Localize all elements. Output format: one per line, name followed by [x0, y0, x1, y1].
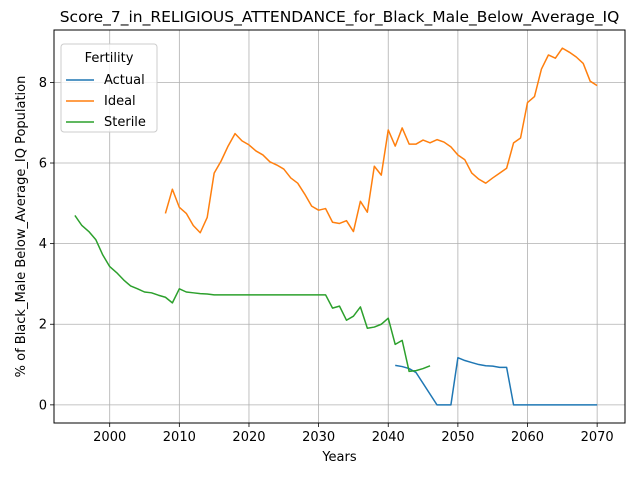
series-lines — [74, 47, 598, 406]
series-line-actual — [395, 356, 598, 406]
legend-label-ideal: Ideal — [104, 94, 136, 109]
legend-title: Fertility — [85, 51, 134, 66]
legend-label-sterile: Sterile — [104, 115, 146, 130]
y-tick-label: 8 — [39, 76, 47, 91]
y-tick-label: 6 — [39, 157, 47, 172]
plot-frame — [53, 29, 626, 424]
legend-label-actual: Actual — [104, 73, 145, 88]
x-tick-label: 2030 — [302, 430, 335, 445]
y-axis-label: % of Black_Male Below_Average_IQ Populat… — [14, 76, 29, 378]
axis-ticks: 2000 2010 2020 2030 2040 2050 2060 2070 0 2 4 6 8 — [39, 76, 614, 445]
grid-lines — [54, 30, 625, 423]
chart-title: Score_7_in_RELIGIOUS_ATTENDANCE_for_Blac… — [60, 8, 620, 27]
x-tick-label: 2000 — [93, 430, 126, 445]
y-tick-label: 2 — [39, 318, 47, 333]
x-tick-label: 2020 — [232, 430, 265, 445]
x-tick-label: 2070 — [581, 430, 614, 445]
y-tick-label: 0 — [39, 398, 47, 413]
series-line-ideal — [164, 47, 598, 234]
x-axis-label: Years — [321, 450, 357, 465]
x-tick-label: 2050 — [441, 430, 474, 445]
x-tick-label: 2040 — [372, 430, 405, 445]
legend-box — [60, 43, 158, 133]
series-line-sterile — [74, 214, 431, 373]
legend: Fertility Actual Ideal Sterile — [60, 43, 158, 133]
x-tick-label: 2010 — [163, 430, 196, 445]
x-tick-label: 2060 — [511, 430, 544, 445]
y-tick-label: 4 — [39, 237, 47, 252]
